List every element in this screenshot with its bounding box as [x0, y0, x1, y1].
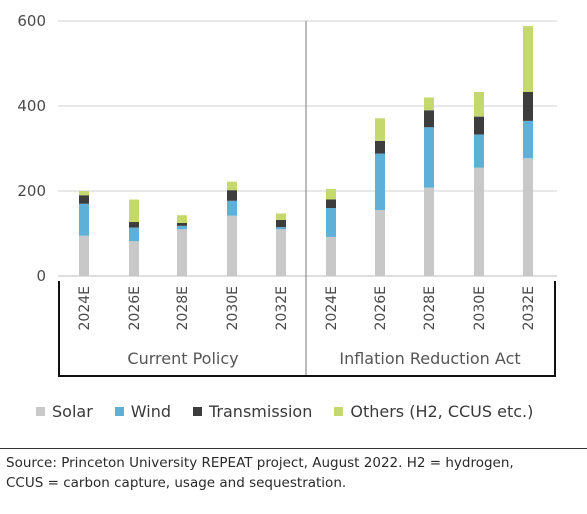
bar-segment-wind	[326, 208, 336, 237]
bar-segment-transmission	[474, 116, 484, 135]
group-label-current-policy: Current Policy	[127, 349, 238, 368]
bar-segment-solar	[424, 187, 434, 276]
bar-segment-transmission	[177, 222, 187, 226]
bar-segment-others	[177, 215, 187, 223]
group-label-inflation-reduction-act: Inflation Reduction Act	[339, 349, 520, 368]
bar-segment-wind	[276, 227, 286, 230]
x-tick-label: 2030E	[472, 286, 488, 330]
bar-segment-others	[79, 191, 89, 196]
bar-segment-wind	[177, 225, 187, 230]
bar-segment-transmission	[326, 199, 336, 208]
bar-segment-solar	[177, 229, 187, 276]
x-tick-label: 2028E	[175, 286, 191, 330]
bar-segment-others	[276, 213, 286, 220]
bar-segment-solar	[523, 158, 533, 276]
legend-item-others: Others (H2, CCUS etc.)	[334, 402, 533, 421]
x-tick-label: 2028E	[422, 286, 438, 330]
legend-label-solar: Solar	[52, 402, 93, 421]
bar-segment-transmission	[375, 140, 385, 154]
group-bracket-current-policy	[58, 281, 306, 377]
bar-segment-wind	[227, 200, 237, 216]
bar-segment-wind	[375, 153, 385, 211]
source-line-2: CCUS = carbon capture, usage and sequest…	[6, 475, 347, 491]
x-tick-label: 2024E	[77, 286, 93, 330]
bar-segment-wind	[474, 134, 484, 168]
bar-segment-wind	[523, 120, 533, 159]
bar-segment-solar	[474, 167, 484, 276]
bar-segment-solar	[129, 241, 139, 276]
source-line-1: Source: Princeton University REPEAT proj…	[6, 455, 514, 471]
legend-label-transmission: Transmission	[209, 402, 313, 421]
group-bracket-inflation-reduction-act	[306, 281, 556, 377]
legend: Solar Wind Transmission Others (H2, CCUS…	[36, 402, 555, 421]
legend-item-transmission: Transmission	[193, 402, 312, 421]
stacked-bar-chart: 0 200 400 600 2024E 2026E 2028E 2030E 2032E 2024E…	[17, 12, 557, 377]
bar-segment-transmission	[523, 91, 533, 121]
bar-segment-transmission	[227, 190, 237, 201]
bar-segment-solar	[227, 215, 237, 276]
bar-segment-others	[129, 199, 139, 223]
x-tick-label: 2026E	[373, 286, 389, 330]
bar-segment-others	[424, 97, 434, 111]
x-tick-label: 2032E	[274, 286, 290, 330]
bar-segment-others	[474, 91, 484, 117]
footer-divider	[0, 448, 587, 449]
y-tick-label: 400	[17, 97, 46, 115]
bar-segment-solar	[79, 235, 89, 276]
bar-segment-wind	[79, 203, 89, 236]
bar-segment-transmission	[79, 195, 89, 204]
source-note: Source: Princeton University REPEAT proj…	[6, 453, 581, 493]
legend-swatch-wind	[114, 407, 124, 416]
bar-segment-wind	[424, 127, 434, 188]
bar-segment-solar	[326, 236, 336, 276]
x-tick-label: 2026E	[127, 286, 143, 330]
x-tick-label: 2030E	[225, 286, 241, 330]
y-tick-label: 0	[36, 267, 46, 285]
legend-item-solar: Solar	[36, 402, 93, 421]
bar-segment-others	[375, 118, 385, 141]
bar-segment-solar	[276, 229, 286, 276]
bar-segment-others	[326, 188, 336, 200]
x-tick-label: 2032E	[521, 286, 537, 330]
legend-item-wind: Wind	[114, 402, 171, 421]
legend-swatch-solar	[36, 407, 45, 416]
y-tick-label: 200	[17, 182, 46, 200]
bar-segment-wind	[129, 227, 139, 242]
bar-segment-solar	[375, 210, 385, 276]
x-tick-label: 2024E	[324, 286, 340, 330]
legend-swatch-others	[334, 407, 344, 416]
legend-swatch-transmission	[193, 407, 202, 416]
bar-segment-others	[523, 26, 533, 92]
bar-segment-others	[227, 181, 237, 191]
legend-label-wind: Wind	[130, 402, 171, 421]
y-tick-label: 600	[17, 12, 46, 30]
bar-segment-transmission	[129, 222, 139, 228]
bar-segment-transmission	[424, 110, 434, 128]
bar-segment-transmission	[276, 219, 286, 228]
legend-label-others: Others (H2, CCUS etc.)	[350, 402, 534, 421]
